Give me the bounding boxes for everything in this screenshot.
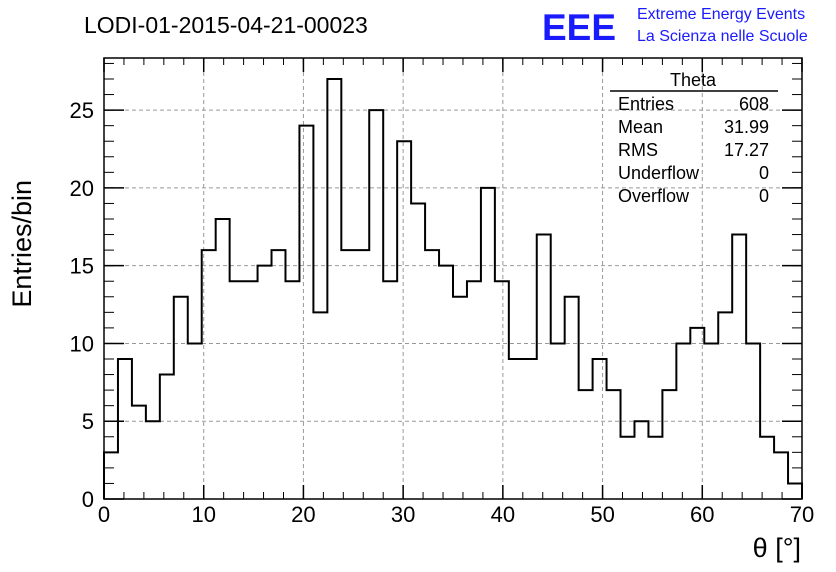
x-tick-label: 0 xyxy=(98,502,110,527)
stats-rows: Entries 608 Mean 31.99 RMS 17.27 Underflow 0 Ove… xyxy=(618,94,769,206)
y-tick-label: 25 xyxy=(70,98,94,123)
eee-logo: EEE Extreme Energy Events La Scienza nel… xyxy=(542,6,808,48)
stats-box: Theta Entries 608 Mean 31.99 RMS 17.27 Underfl… xyxy=(610,70,778,206)
stats-row-label: Underflow xyxy=(618,163,700,183)
stats-row-label: Entries xyxy=(618,94,674,114)
stats-row-value: 31.99 xyxy=(724,117,769,137)
stats-row-label: RMS xyxy=(618,140,658,160)
y-tick-label: 15 xyxy=(70,254,94,279)
logo-line1: Extreme Energy Events xyxy=(637,6,805,23)
x-tick-label: 60 xyxy=(690,502,714,527)
stats-row-value: 0 xyxy=(759,186,769,206)
x-tick-label: 70 xyxy=(790,502,814,527)
x-tick-label: 50 xyxy=(590,502,614,527)
stats-row-label: Overflow xyxy=(618,186,690,206)
grid-lines xyxy=(104,58,802,499)
histogram-outline xyxy=(103,78,803,499)
y-tick-label: 5 xyxy=(82,409,94,434)
y-axis-label: Entries/bin xyxy=(7,180,37,308)
y-tick-label: 0 xyxy=(82,487,94,512)
x-tick-label: 40 xyxy=(491,502,515,527)
x-axis-label: θ [°] xyxy=(753,533,801,563)
stats-row-value: 17.27 xyxy=(724,140,769,160)
stats-title: Theta xyxy=(670,70,717,90)
stats-row-label: Mean xyxy=(618,117,663,137)
plot-frame xyxy=(103,57,803,500)
x-tick-label: 10 xyxy=(191,502,215,527)
logo-line2: La Scienza nelle Scuole xyxy=(637,28,808,45)
y-tick-label: 10 xyxy=(70,331,94,356)
y-tick-label: 20 xyxy=(70,176,94,201)
tick-labels: 0 10 20 30 40 50 60 70 0 5 10 15 20 25 xyxy=(70,98,815,527)
x-tick-label: 20 xyxy=(291,502,315,527)
stats-row-value: 608 xyxy=(739,94,769,114)
stats-row-value: 0 xyxy=(759,163,769,183)
logo-mark: EEE xyxy=(542,7,616,48)
x-tick-label: 30 xyxy=(391,502,415,527)
chart-title: LODI-01-2015-04-21-00023 xyxy=(84,12,368,38)
